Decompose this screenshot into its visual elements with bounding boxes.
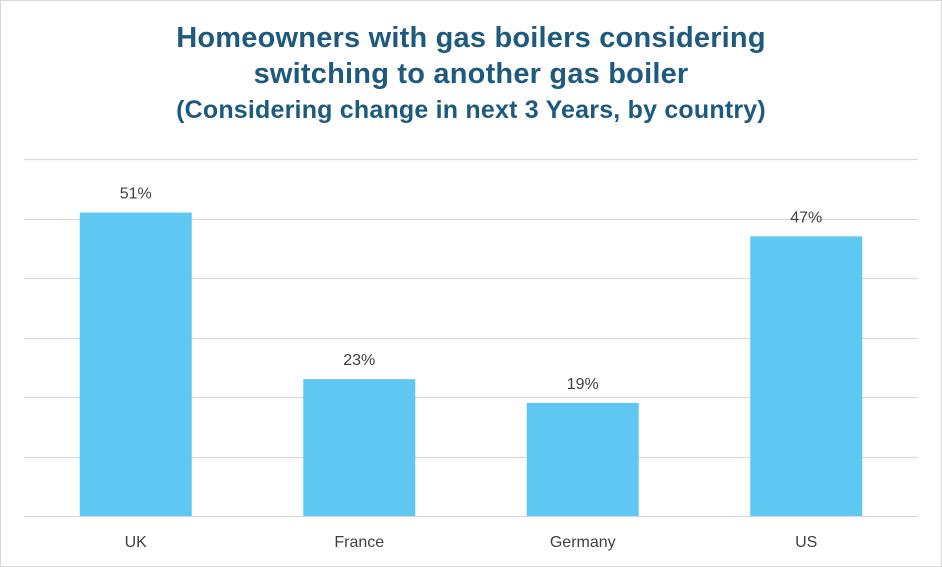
x-axis-tick-labels: UK France Germany US (125, 534, 818, 551)
chart-subtitle: (Considering change in next 3 Years, by … (176, 96, 766, 124)
chart-title-line-2: switching to another gas boiler (253, 58, 689, 90)
bars (79, 212, 863, 517)
bar-uk (79, 212, 192, 517)
x-tick-label-france: France (334, 534, 384, 551)
bar-germany (526, 402, 639, 516)
data-label-france: 23% (343, 352, 375, 369)
bar-france (303, 379, 416, 516)
x-tick-label-germany: Germany (550, 534, 616, 551)
data-label-germany: 19% (567, 376, 599, 393)
chart-title-block: Homeowners with gas boilers considering … (0, 20, 942, 127)
x-tick-label-us: US (795, 534, 817, 551)
data-label-us: 47% (790, 209, 822, 226)
chart-title-line-1: Homeowners with gas boilers considering (176, 22, 766, 54)
bar-us (750, 236, 863, 516)
data-labels: 51% 23% 19% 47% (120, 186, 823, 393)
x-tick-label-uk: UK (125, 534, 148, 551)
data-label-uk: 51% (120, 186, 152, 203)
